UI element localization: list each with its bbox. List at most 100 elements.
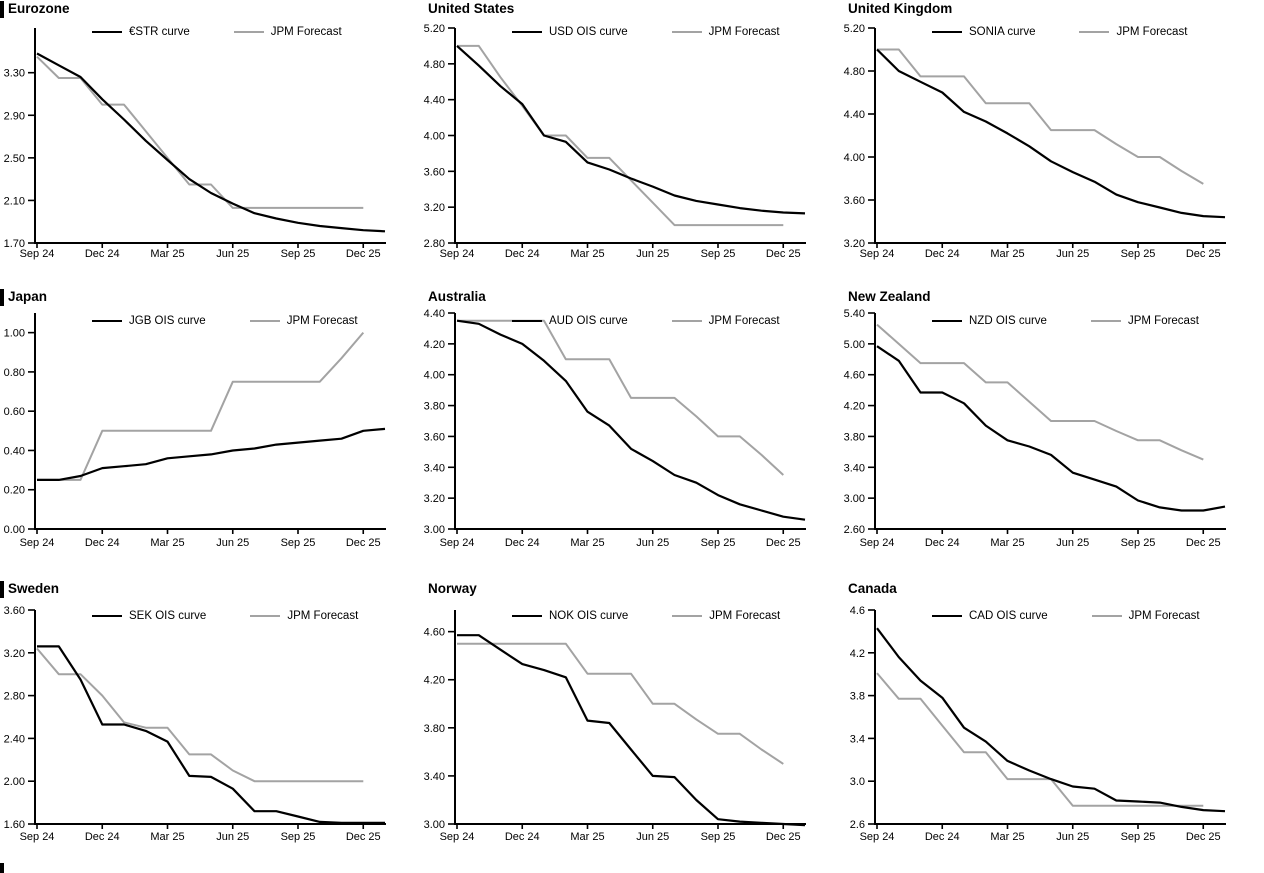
series-line-swatch: [92, 30, 122, 34]
y-tick-label: 3.20: [424, 493, 445, 505]
chart-title: Norway: [420, 581, 477, 596]
chart-cell-eurozone: 1.70 2.10 2.50 2.90 3.30 Sep 24 Dec 24 Mar 25 Ju…: [0, 0, 420, 285]
chart-cell-canada: 2.6 3.0 3.4 3.8 4.2 4.6 Sep 24 Dec 24 Mar 25 Jun …: [840, 570, 1264, 873]
y-tick-label: 2.40: [4, 733, 25, 745]
cropped-section-marker: [0, 863, 4, 873]
chart-legend: USD OIS curve JPM Forecast: [512, 26, 780, 38]
x-tick-label: Jun 25: [216, 831, 249, 843]
x-tick-label: Dec 25: [766, 537, 801, 549]
y-tick-label: 0.40: [4, 445, 25, 457]
legend-series-label: SEK OIS curve: [129, 610, 207, 622]
y-tick-label: 4.60: [844, 370, 865, 382]
x-tick-label: Mar 25: [570, 831, 604, 843]
x-tick-label: Mar 25: [990, 537, 1024, 549]
y-tick-label: 3.00: [844, 493, 865, 505]
axis-lines: [34, 610, 386, 825]
y-tick-label: 3.80: [424, 723, 445, 735]
y-tick-label: 4.00: [844, 152, 865, 164]
forecast-line: [876, 672, 1204, 807]
y-tick-label: 3.00: [424, 524, 445, 536]
forecast-line-swatch: [1090, 319, 1121, 323]
axis-lines: [454, 610, 806, 825]
forecast-line: [876, 323, 1204, 461]
legend-series-label: SONIA curve: [969, 26, 1036, 38]
legend-item-forecast: JPM Forecast: [233, 26, 342, 38]
x-tick-label: Jun 25: [1056, 831, 1089, 843]
x-tick-label: Sep 25: [701, 831, 736, 843]
x-tick-label: Sep 24: [860, 831, 895, 843]
x-tick-label: Dec 25: [1186, 831, 1221, 843]
x-tick-label: Jun 25: [1056, 537, 1089, 549]
legend-item-series: NZD OIS curve: [932, 315, 1047, 327]
y-tick-label: 4.20: [844, 401, 865, 413]
ois-curve-line: [456, 45, 806, 215]
chart-title: Japan: [0, 289, 47, 306]
chart-title: Canada: [840, 581, 897, 596]
y-tick-label: 4.80: [424, 59, 445, 71]
legend-forecast-label: JPM Forecast: [1127, 315, 1199, 327]
x-tick-label: Sep 24: [20, 537, 55, 549]
legend-item-forecast: JPM Forecast: [671, 26, 780, 38]
legend-item-series: €STR curve: [92, 26, 190, 38]
forecast-line-swatch: [671, 319, 702, 323]
forecast-line-swatch: [671, 30, 702, 34]
ois-curve-line: [876, 627, 1226, 813]
legend-item-series: SONIA curve: [932, 26, 1035, 38]
chart-plot-japan: 0.00 0.20 0.40 0.60 0.80 1.00 Sep 24 Dec 24 Mar …: [4, 313, 386, 549]
x-tick-label: Dec 25: [346, 537, 381, 549]
legend-series-label: USD OIS curve: [549, 26, 628, 38]
axis-lines: [874, 610, 1226, 825]
legend-item-forecast: JPM Forecast: [250, 610, 358, 622]
chart-title: United States: [420, 1, 514, 16]
chart-legend: NZD OIS curve JPM Forecast: [932, 315, 1199, 327]
forecast-line: [36, 647, 364, 783]
x-tick-label: Mar 25: [570, 248, 604, 260]
legend-item-forecast: JPM Forecast: [1079, 26, 1187, 38]
forecast-line-swatch: [672, 614, 703, 618]
y-tick-label: 5.20: [424, 23, 445, 35]
y-tick-label: 2.50: [4, 153, 25, 165]
chart-title-text: Canada: [848, 581, 897, 596]
x-tick-label: Sep 24: [860, 248, 895, 260]
chart-title-text: United Kingdom: [848, 1, 953, 16]
chart-title: Australia: [420, 289, 486, 304]
forecast-line-swatch: [1079, 30, 1110, 34]
forecast-line: [457, 44, 784, 227]
axis-lines: [34, 313, 386, 530]
ois-curve-line: [876, 345, 1226, 512]
y-tick-label: 4.80: [844, 66, 865, 78]
x-tick-label: Dec 24: [925, 248, 960, 260]
y-tick-label: 2.60: [844, 524, 865, 536]
chart-cell-united-kingdom: 3.20 3.60 4.00 4.40 4.80 5.20 Sep 24 Dec 24 Mar …: [840, 0, 1264, 285]
chart-cell-japan: 0.00 0.20 0.40 0.60 0.80 1.00 Sep 24 Dec 24 Mar …: [0, 285, 420, 570]
x-tick-label: Dec 24: [85, 831, 120, 843]
legend-item-forecast: JPM Forecast: [672, 610, 780, 622]
x-tick-label: Mar 25: [150, 248, 184, 260]
y-tick-label: 3.20: [424, 202, 445, 214]
chart-legend: CAD OIS curve JPM Forecast: [932, 610, 1200, 622]
x-tick-label: Jun 25: [1056, 248, 1089, 260]
x-tick-label: Dec 25: [346, 831, 381, 843]
x-tick-label: Sep 25: [1121, 831, 1156, 843]
legend-item-forecast: JPM Forecast: [671, 315, 780, 327]
chart-title-text: Norway: [428, 581, 477, 596]
forecast-line-swatch: [1091, 614, 1122, 618]
legend-item-series: SEK OIS curve: [92, 610, 206, 622]
x-tick-label: Mar 25: [990, 831, 1024, 843]
chart-legend: AUD OIS curve JPM Forecast: [512, 315, 780, 327]
y-tick-label: 3.60: [844, 195, 865, 207]
series-line-swatch: [92, 319, 122, 323]
y-tick-label: 4.60: [424, 627, 445, 639]
x-tick-label: Dec 24: [505, 248, 540, 260]
legend-forecast-label: JPM Forecast: [709, 610, 781, 622]
x-tick-label: Dec 25: [766, 831, 801, 843]
y-tick-label: 4.20: [424, 675, 445, 687]
y-tick-label: 0.20: [4, 485, 25, 497]
y-tick-label: 5.00: [844, 339, 865, 351]
chart-plot-united-states: 2.80 3.20 3.60 4.00 4.40 4.80 5.20 Sep 24 Dec 24…: [424, 23, 806, 260]
chart-plot-sweden: 1.60 2.00 2.40 2.80 3.20 3.60 Sep 24 Dec 24 Mar …: [4, 605, 386, 843]
chart-plot-australia: 3.00 3.20 3.40 3.60 3.80 4.00 4.20 4.40 Sep 24 De…: [424, 308, 806, 549]
series-line-swatch: [932, 30, 962, 34]
y-tick-label: 3.20: [844, 238, 865, 250]
x-tick-label: Sep 24: [860, 537, 895, 549]
